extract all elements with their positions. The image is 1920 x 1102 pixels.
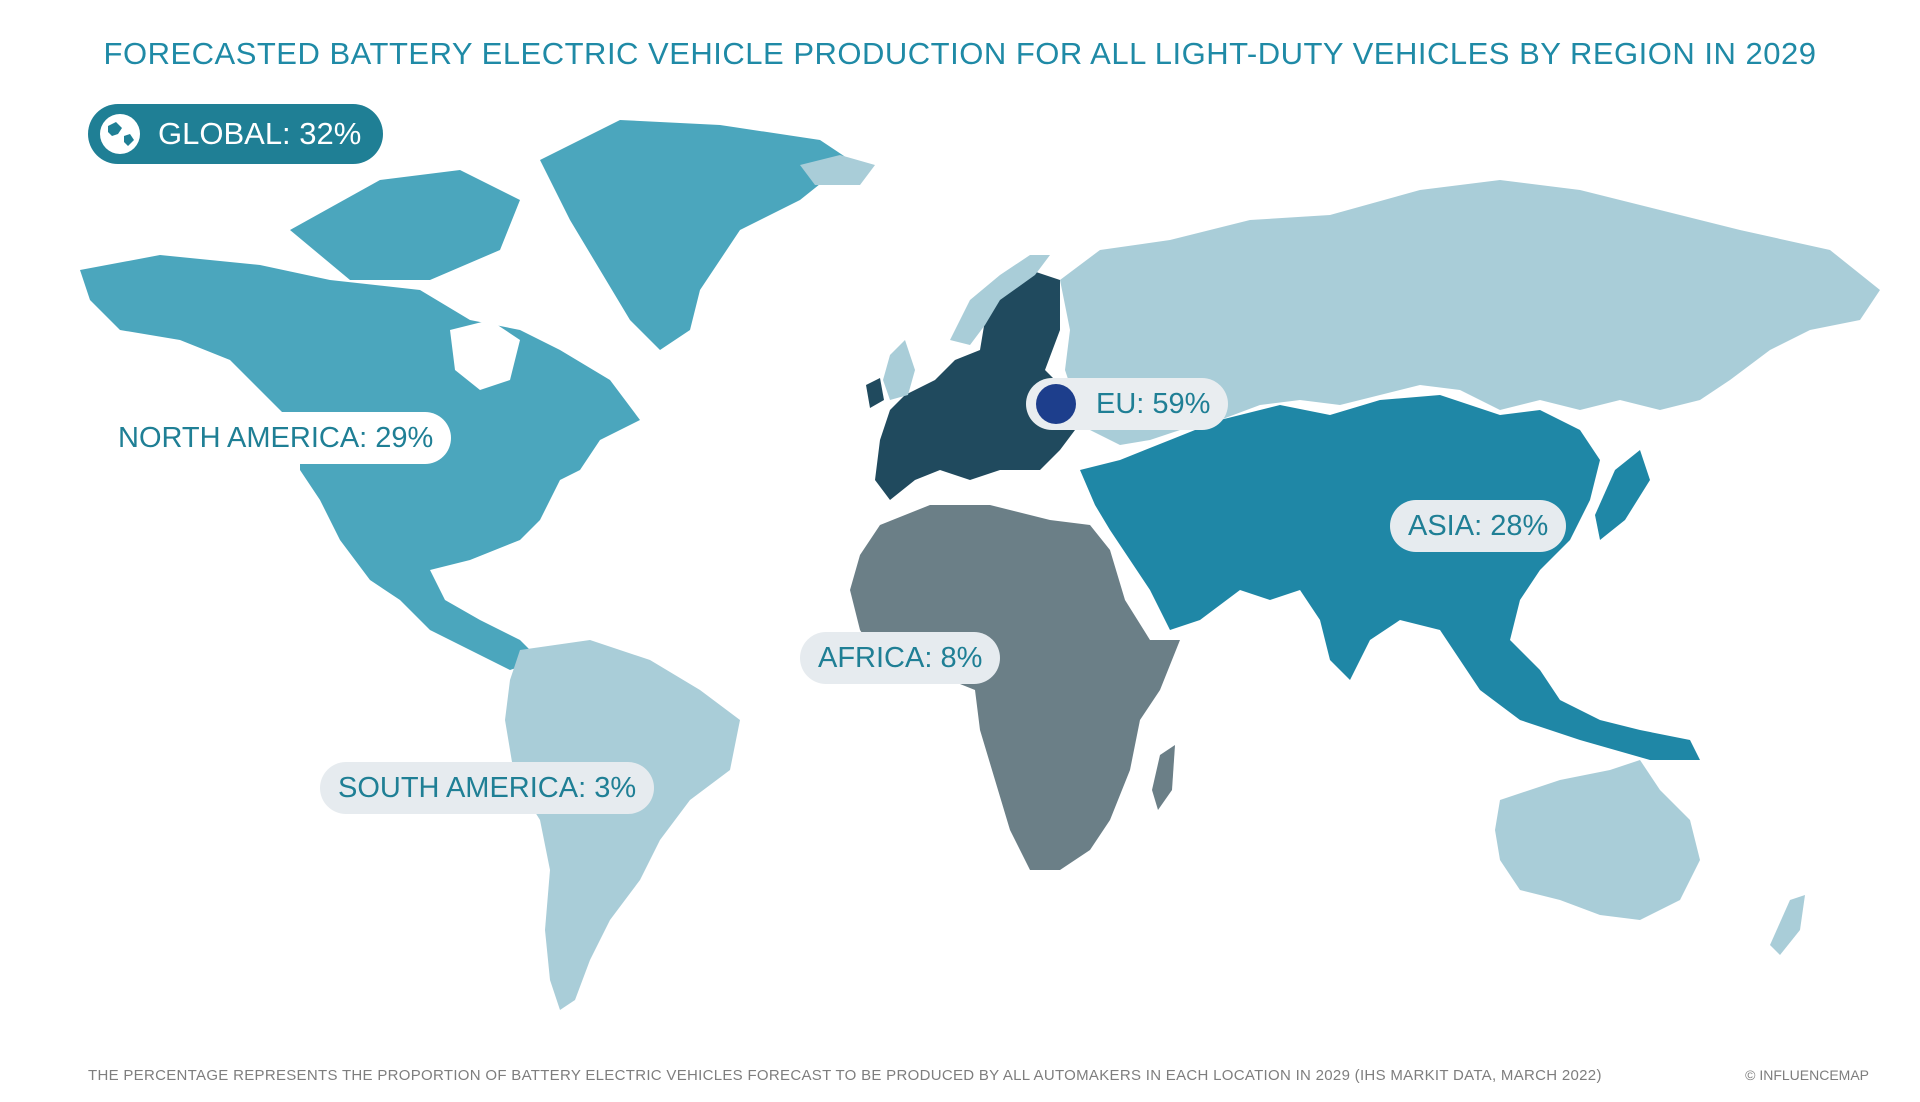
south-america-label-box: SOUTH AMERICA: 3%: [320, 762, 655, 814]
madagascar-shape: [1152, 745, 1175, 810]
globe-icon: [100, 114, 140, 154]
russia-shape: [1060, 180, 1880, 445]
asia-label: ASIA: 28%: [1408, 510, 1549, 542]
eu-flag-icon: [1036, 384, 1076, 424]
south-america-shape: [505, 640, 740, 1010]
eu-shape: [875, 270, 1075, 500]
global-badge: GLOBAL: 32%: [88, 104, 384, 164]
japan-shape: [1595, 450, 1650, 540]
eu-label: EU: 59%: [1096, 388, 1211, 420]
africa-label: AFRICA: 8%: [818, 642, 983, 674]
map-title: FORECASTED BATTERY ELECTRIC VEHICLE PROD…: [103, 36, 1817, 71]
africa-label-box: AFRICA: 8%: [800, 632, 1001, 684]
south-america-label: SOUTH AMERICA: 3%: [338, 772, 637, 804]
asia-label-box: ASIA: 28%: [1390, 500, 1567, 552]
africa-shape: [850, 505, 1180, 870]
copyright: © INFLUENCEMAP: [1745, 1067, 1869, 1083]
north-america-label-box: NORTH AMERICA: 29%: [100, 412, 452, 464]
norway-shape: [950, 255, 1050, 345]
asia-shape: [1080, 395, 1700, 760]
hudson-bay-shape: [450, 320, 520, 390]
iceland-shape: [800, 155, 875, 185]
footnote: THE PERCENTAGE REPRESENTS THE PROPORTION…: [88, 1067, 1602, 1084]
arctic-islands-shape: [290, 170, 520, 280]
ireland-shape: [866, 378, 884, 408]
eu-label-box: EU: 59%: [1026, 378, 1229, 430]
australia-shape: [1495, 760, 1700, 920]
greenland-shape: [540, 120, 850, 350]
uk-shape: [883, 340, 915, 400]
global-label: GLOBAL: 32%: [158, 116, 362, 151]
north-america-label: NORTH AMERICA: 29%: [118, 422, 434, 454]
new-zealand-shape: [1770, 895, 1805, 955]
